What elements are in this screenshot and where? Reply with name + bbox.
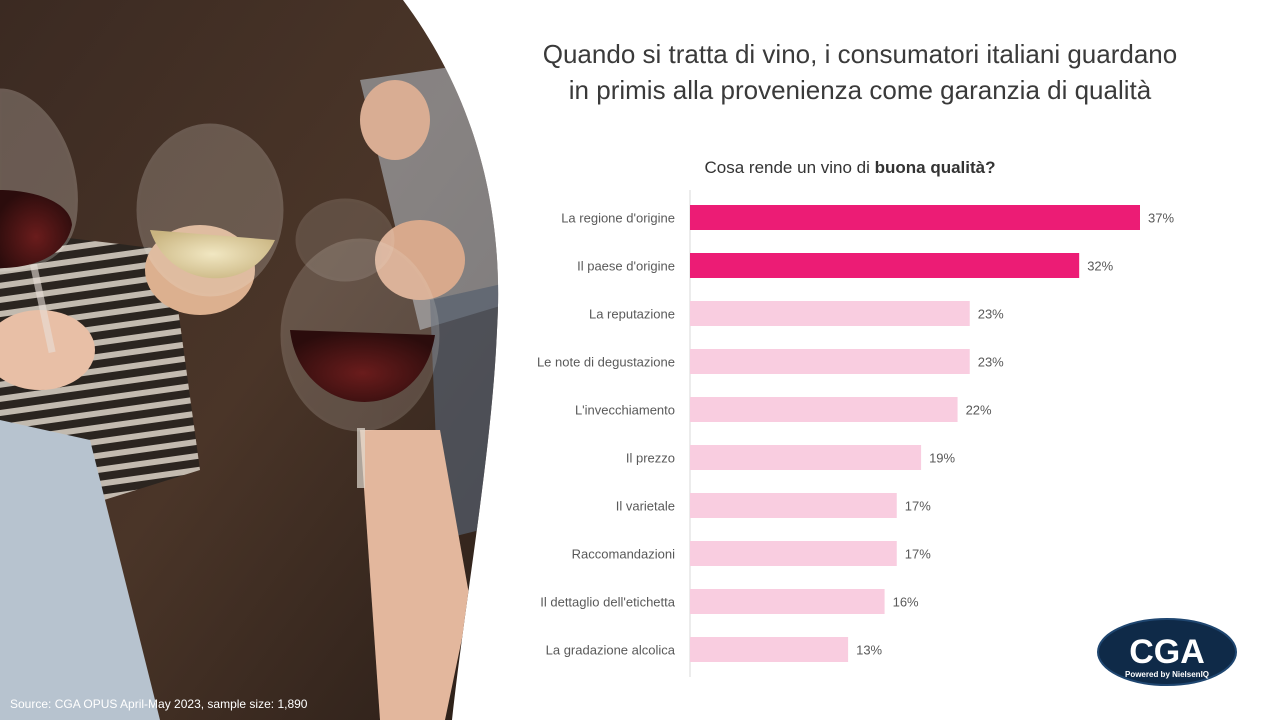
data-label: 23%: [978, 307, 1004, 322]
bar-chart: La regione d'origine 37% Il paese d'origin…: [537, 190, 1174, 677]
cga-logo: CGA Powered by NielsenIQ: [1097, 618, 1237, 686]
category-label: La reputazione: [589, 307, 675, 322]
bar: [690, 253, 1080, 278]
category-label: Il prezzo: [626, 451, 675, 466]
category-label: Il varietale: [616, 499, 675, 514]
bar: [690, 445, 922, 470]
data-label: 23%: [978, 355, 1004, 370]
chart-question: Cosa rende un vino di buona qualità?: [640, 158, 1060, 178]
data-label: 16%: [893, 595, 919, 610]
bar: [690, 397, 958, 422]
category-label: La regione d'origine: [561, 211, 675, 226]
category-label: La gradazione alcolica: [546, 643, 676, 658]
page-title: Quando si tratta di vino, i consumatori …: [480, 36, 1240, 108]
category-label: Il dettaglio dell'etichetta: [540, 595, 676, 610]
logo-main-text: CGA: [1129, 633, 1205, 671]
data-label: 22%: [966, 403, 992, 418]
bar: [690, 541, 897, 566]
data-label: 17%: [905, 547, 931, 562]
data-label: 13%: [856, 643, 882, 658]
bar: [690, 589, 885, 614]
wine-toast-photo: [0, 0, 499, 720]
bar: [690, 301, 970, 326]
bar: [690, 637, 849, 662]
title-line-2: in primis alla provenienza come garanzia…: [568, 75, 1152, 105]
source-note: Source: CGA OPUS April-May 2023, sample …: [10, 697, 308, 711]
chart-question-bold: buona qualità?: [874, 158, 996, 177]
data-label: 32%: [1087, 259, 1113, 274]
bar: [690, 205, 1140, 230]
bar: [690, 493, 897, 518]
category-label: Le note di degustazione: [537, 355, 675, 370]
data-label: 37%: [1148, 211, 1174, 226]
chart-question-prefix: Cosa rende un vino di: [704, 158, 875, 177]
data-label: 17%: [905, 499, 931, 514]
category-label: L'invecchiamento: [575, 403, 675, 418]
data-label: 19%: [929, 451, 955, 466]
bar: [690, 349, 970, 374]
category-label: Il paese d'origine: [577, 259, 675, 274]
logo-tagline: Powered by NielsenIQ: [1125, 670, 1209, 679]
category-label: Raccomandazioni: [572, 547, 675, 562]
title-line-1: Quando si tratta di vino, i consumatori …: [542, 39, 1178, 69]
